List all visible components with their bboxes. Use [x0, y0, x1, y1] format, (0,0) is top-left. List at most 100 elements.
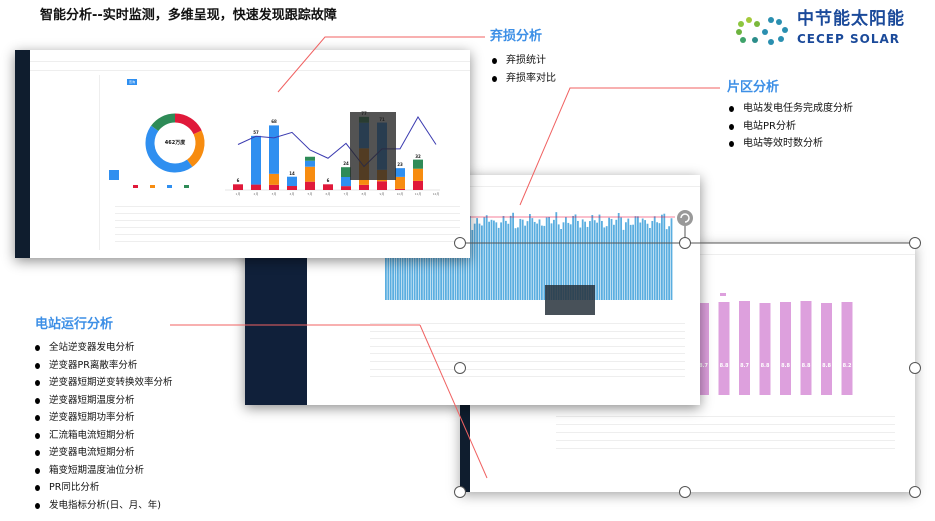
resize-handle[interactable]: [909, 237, 921, 249]
list-item: 电站PR分析: [727, 121, 853, 139]
bar: [524, 225, 526, 300]
bar: [531, 218, 534, 300]
bar: [567, 222, 570, 300]
bar: [459, 217, 462, 300]
legend-swatch: [150, 185, 155, 188]
resize-handle[interactable]: [909, 486, 921, 498]
bar: [411, 223, 414, 300]
bar: [409, 228, 411, 300]
bar: [529, 214, 531, 300]
bar: [617, 213, 620, 300]
bar: [591, 215, 594, 300]
bar: [476, 218, 478, 300]
list-item: 逆变器短期温度分析: [33, 395, 173, 413]
bar: [622, 229, 625, 300]
resize-handle[interactable]: [909, 362, 921, 374]
bar-label: 71: [379, 116, 385, 122]
table-row: [556, 441, 895, 449]
table-row: [370, 332, 685, 340]
resize-handle[interactable]: [454, 486, 466, 498]
bar-segment: [305, 160, 315, 167]
bar: [574, 214, 577, 300]
bar: [598, 214, 601, 300]
bar-segment: [377, 181, 387, 190]
bar: [505, 220, 507, 300]
bar: [512, 212, 514, 300]
bar: [670, 218, 673, 300]
x-tick-label: 1月: [235, 192, 241, 196]
bar: [627, 218, 630, 300]
legend-swatch: [720, 293, 726, 296]
bar: [665, 229, 668, 300]
donut-slice: [186, 130, 205, 167]
x-tick-label: 12月: [432, 192, 440, 196]
bar-label: 14: [289, 170, 295, 176]
x-tick-label: 2月: [253, 192, 259, 196]
bar-value-label: 8.8: [719, 363, 729, 369]
table-row: [556, 409, 895, 417]
collapse-button[interactable]: [109, 170, 119, 180]
callout-station-list: 全站逆变器发电分析 逆变器PR离散率分析 逆变器短期逆变转换效率分析 逆变器短期温度分…: [33, 342, 173, 517]
resize-handle[interactable]: [679, 486, 691, 498]
x-tick-label: 3月: [271, 192, 277, 196]
bar: [442, 218, 445, 300]
bar: [620, 217, 622, 300]
bar: [488, 221, 490, 300]
bar: [507, 223, 510, 300]
bar: [435, 226, 438, 300]
list-item: 箱变短期温度油位分析: [33, 465, 173, 483]
bar: [478, 223, 481, 300]
bar: [401, 221, 404, 300]
bar: [780, 302, 791, 395]
list-item: 逆变器短期逆变转换效率分析: [33, 377, 173, 395]
bar: [449, 220, 452, 300]
donut-slice: [151, 113, 176, 132]
generation-bar-chart: [385, 212, 675, 315]
bar-segment: [269, 173, 279, 185]
table-row: [370, 355, 685, 362]
bar: [608, 217, 610, 300]
bar-segment: [269, 125, 279, 174]
resize-handle[interactable]: [679, 237, 691, 249]
bar: [821, 303, 832, 395]
bar: [656, 222, 658, 300]
list-item: 逆变器PR离散率分析: [33, 360, 173, 378]
bar: [428, 228, 430, 300]
table-row: [115, 200, 460, 207]
bar-segment: [341, 177, 351, 187]
bar-segment: [413, 159, 423, 169]
bar: [651, 220, 654, 300]
bar-value-label: 8.8: [822, 363, 831, 369]
logo-en: CECEP SOLAR: [797, 32, 900, 46]
table-row: [115, 207, 460, 214]
table-row: [370, 317, 685, 324]
x-tick-label: 8月: [361, 192, 367, 196]
bar-segment: [287, 186, 297, 190]
legend-swatch: [167, 185, 172, 188]
bar: [387, 219, 390, 300]
bar: [601, 220, 603, 300]
table-row: [115, 214, 460, 221]
bar-segment: [305, 181, 315, 190]
bar: [596, 222, 598, 300]
tooltip: [350, 112, 396, 180]
table-row: [370, 370, 685, 378]
callout-area-list: 电站发电任务完成度分析 电站PR分析 电站等效时数分析: [727, 103, 853, 156]
bar: [473, 223, 476, 300]
bar: [653, 216, 656, 300]
bar: [500, 222, 502, 300]
legend-swatch: [133, 185, 138, 188]
table-row: [556, 417, 895, 425]
bar: [406, 223, 409, 300]
bar: [603, 227, 606, 300]
search-button[interactable]: 查询: [127, 79, 137, 85]
cecep-logo: 中节能太阳能 CECEP SOLAR: [735, 10, 920, 50]
bar: [841, 302, 853, 395]
bar: [521, 219, 524, 300]
bar: [579, 227, 582, 300]
bar: [543, 225, 546, 300]
resize-handle[interactable]: [454, 237, 466, 249]
bar: [392, 226, 394, 300]
resize-handle[interactable]: [454, 362, 466, 374]
bar: [541, 225, 543, 300]
